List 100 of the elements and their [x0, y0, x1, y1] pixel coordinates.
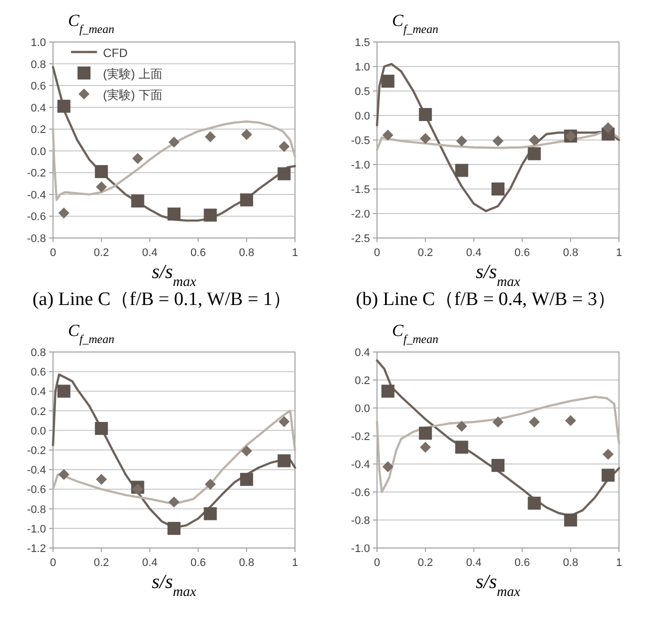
x-tick-label: 1: [616, 557, 622, 569]
y-tick-label: -0.8: [27, 504, 46, 516]
y-tick-label: -0.4: [27, 189, 46, 202]
x-axis-title: s/s$_{max}$: [476, 261, 522, 290]
x-tick-label: 0: [374, 247, 380, 259]
x-tick-label: 0.8: [238, 557, 254, 569]
y-tick-label: -0.4: [27, 464, 46, 477]
point: [492, 416, 504, 428]
point: [602, 122, 614, 134]
y-tick-label: -1.5: [351, 184, 370, 196]
x-tick-label: 0.4: [466, 557, 482, 569]
legend-label: CFD: [103, 46, 128, 60]
y-tick-label: -0.6: [27, 484, 46, 496]
y-tick-label: 0.2: [30, 124, 46, 136]
y-tick-label: 0.6: [30, 366, 46, 379]
point: [96, 181, 107, 192]
point: [381, 74, 394, 88]
x-tick-label: 1: [292, 247, 298, 259]
y-axis-title: C$_{f_mean}$: [392, 321, 438, 346]
x-tick-label: 1: [292, 557, 298, 569]
line-series: [376, 62, 620, 212]
point: [57, 384, 70, 398]
x-tick-label: 0.4: [466, 247, 482, 259]
x-axis-title: s/s$_{max}$: [476, 571, 522, 600]
y-tick-label: 0.8: [30, 58, 46, 71]
point: [96, 474, 107, 485]
point: [381, 384, 394, 398]
y-tick-label: -0.6: [27, 211, 46, 224]
point: [241, 445, 252, 456]
point: [418, 108, 432, 122]
point: [57, 100, 70, 113]
y-tick-label: 1.0: [30, 37, 46, 49]
point: [420, 442, 431, 453]
line-series: [52, 120, 296, 201]
point: [204, 478, 216, 490]
x-axis-title: s/s$_{max}$: [152, 571, 198, 600]
y-axis-title: C$_{f_mean}$: [68, 11, 114, 36]
y-tick-label: 0.6: [30, 80, 46, 93]
point: [168, 208, 180, 221]
point: [58, 469, 70, 480]
point: [528, 134, 540, 146]
y-tick-label: 0.4: [30, 386, 46, 398]
y-tick-label: 0.4: [354, 347, 370, 359]
point: [168, 522, 180, 535]
x-tick-label: 0.6: [190, 557, 206, 569]
point: [564, 514, 578, 526]
point: [382, 130, 394, 141]
point: [602, 468, 615, 482]
y-tick-label: -0.4: [351, 459, 370, 471]
point: [168, 496, 180, 508]
point: [492, 182, 504, 196]
y-tick-label: -0.6: [351, 487, 370, 499]
y-tick-label: -1.0: [351, 160, 370, 172]
point: [204, 507, 217, 520]
x-tick-label: 0.4: [142, 247, 158, 259]
point: [418, 426, 432, 440]
y-tick-label: -0.2: [351, 431, 370, 443]
point: [455, 164, 468, 177]
point: [492, 135, 504, 146]
point: [528, 416, 540, 428]
y-tick-label: 1.5: [354, 37, 370, 49]
x-tick-label: 0: [374, 557, 380, 569]
y-tick-label: -0.8: [27, 233, 46, 245]
point: [240, 472, 254, 486]
y-tick-label: -1.2: [27, 543, 46, 555]
legend-label: (実験) 上面: [103, 67, 162, 81]
y-tick-label: 0.0: [30, 425, 46, 438]
y-tick-label: 0.2: [30, 406, 46, 418]
point: [278, 167, 291, 180]
x-tick-label: 0.6: [514, 557, 530, 569]
text: (b) Line C（f/B = 0.4, W/B = 3）: [356, 289, 616, 310]
text: (a) Line C（f/B = 0.1, W/B = 1）: [32, 289, 292, 310]
point: [204, 131, 216, 142]
point: [94, 165, 108, 178]
point: [456, 420, 468, 432]
y-tick-label: -0.8: [351, 515, 370, 527]
x-tick-label: 0.2: [418, 557, 434, 569]
y-tick-label: 0.0: [30, 146, 46, 158]
y-tick-label: 0.5: [354, 86, 370, 98]
point: [132, 484, 144, 495]
x-tick-label: 0.8: [238, 247, 254, 259]
y-tick-label: 1.0: [354, 62, 370, 74]
x-tick-label: 0.8: [562, 557, 578, 569]
point: [602, 448, 614, 460]
y-tick-label: -0.2: [27, 168, 46, 180]
point: [565, 415, 576, 426]
y-tick-label: -0.2: [27, 445, 46, 457]
y-tick-label: 0.2: [354, 375, 370, 387]
x-tick-label: 1: [616, 247, 622, 259]
point: [456, 135, 468, 146]
point: [132, 153, 144, 164]
y-tick-label: -2.5: [351, 233, 370, 245]
point: [455, 440, 468, 454]
point: [94, 422, 108, 435]
x-tick-label: 0: [50, 557, 56, 569]
point: [278, 454, 291, 468]
point: [204, 208, 217, 222]
legend-label: (実験) 下面: [103, 88, 162, 102]
line-series: [376, 396, 620, 494]
y-tick-label: -1.0: [27, 523, 46, 536]
